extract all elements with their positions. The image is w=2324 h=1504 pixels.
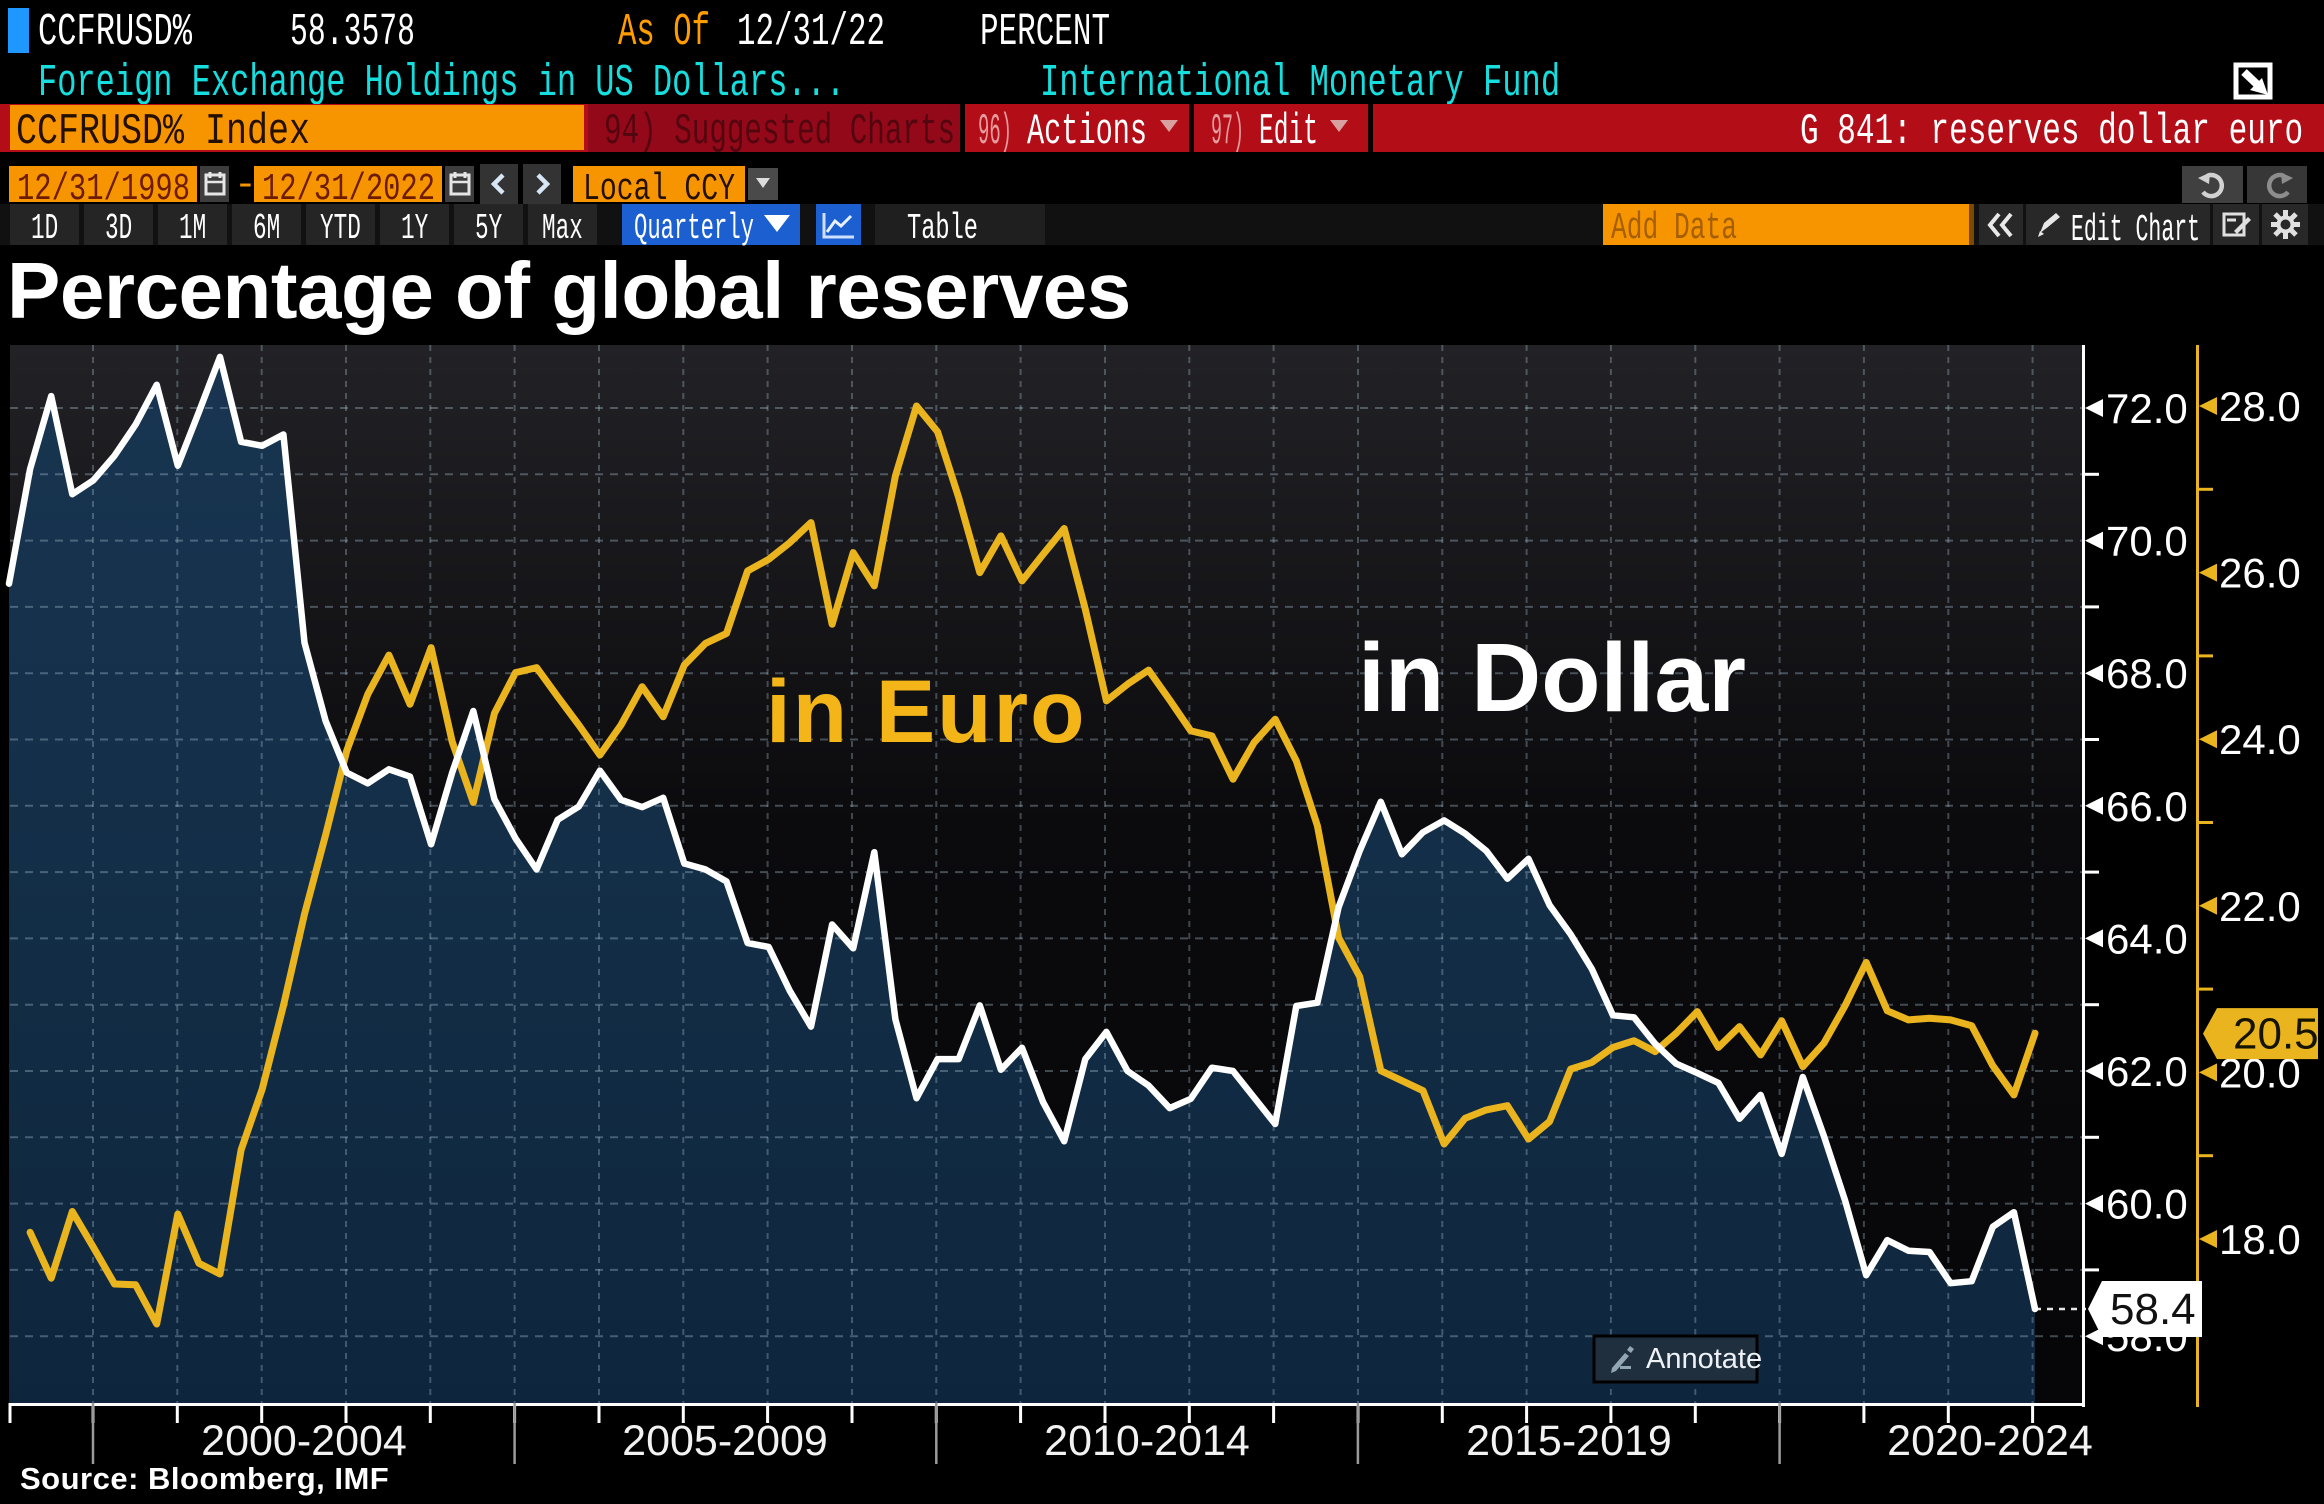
svg-text:2000-2004: 2000-2004 <box>201 1417 407 1465</box>
svg-text:20.5: 20.5 <box>2233 1010 2319 1059</box>
svg-text:28.0: 28.0 <box>2219 383 2301 430</box>
svg-text:62.0: 62.0 <box>2106 1048 2188 1095</box>
svg-text:Source: Bloomberg, IMF: Source: Bloomberg, IMF <box>20 1461 389 1496</box>
svg-text:60.0: 60.0 <box>2106 1181 2188 1228</box>
svg-text:Annotate: Annotate <box>1646 1343 1762 1375</box>
svg-text:in Dollar: in Dollar <box>1358 623 1746 732</box>
svg-text:68.0: 68.0 <box>2106 650 2188 697</box>
svg-text:22.0: 22.0 <box>2219 883 2301 930</box>
svg-text:58.4: 58.4 <box>2110 1285 2196 1334</box>
svg-text:70.0: 70.0 <box>2106 518 2188 565</box>
svg-text:2005-2009: 2005-2009 <box>622 1417 828 1465</box>
svg-text:26.0: 26.0 <box>2219 550 2301 597</box>
svg-text:2010-2014: 2010-2014 <box>1044 1417 1250 1465</box>
svg-text:in Euro: in Euro <box>766 661 1087 761</box>
svg-text:18.0: 18.0 <box>2219 1216 2301 1263</box>
svg-text:64.0: 64.0 <box>2106 915 2188 962</box>
svg-text:2020-2024: 2020-2024 <box>1887 1417 2093 1465</box>
svg-text:66.0: 66.0 <box>2106 783 2188 830</box>
svg-text:24.0: 24.0 <box>2219 716 2301 763</box>
svg-text:2015-2019: 2015-2019 <box>1466 1417 1672 1465</box>
svg-text:72.0: 72.0 <box>2106 385 2188 432</box>
